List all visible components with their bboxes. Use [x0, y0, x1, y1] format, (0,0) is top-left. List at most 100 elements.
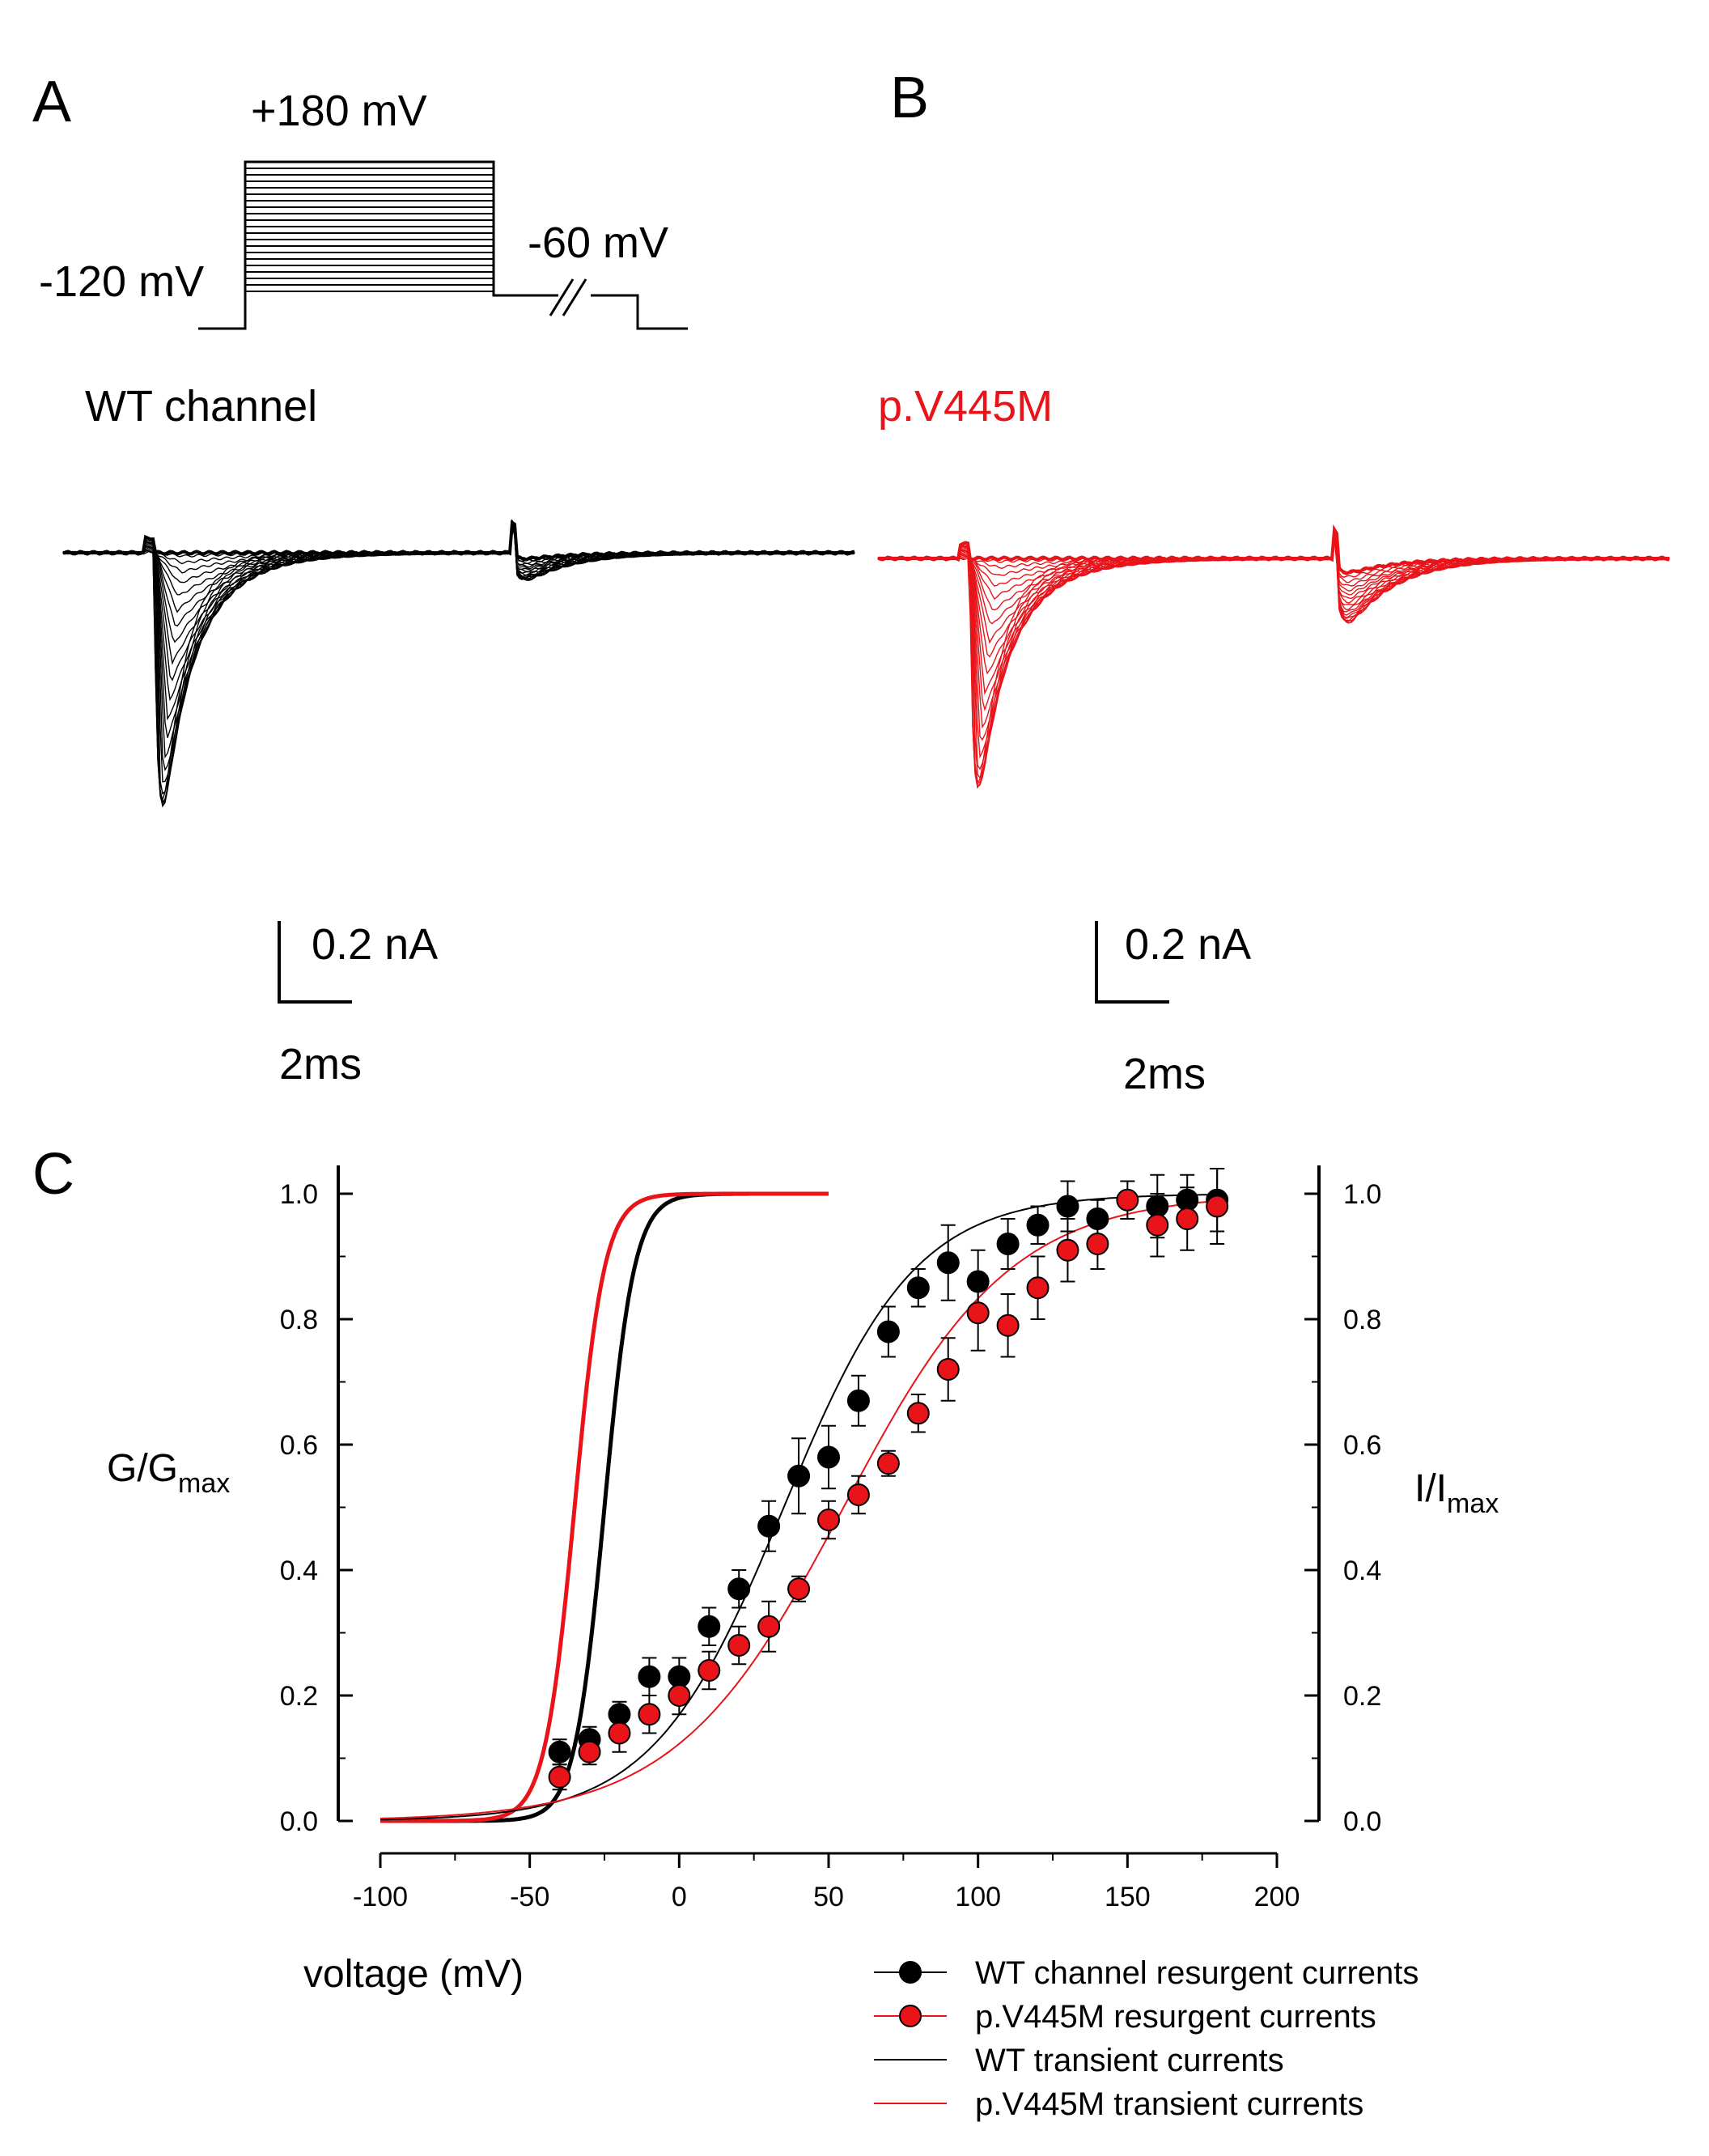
chart-points: [548, 1168, 1229, 1791]
current-trace: [877, 535, 1670, 613]
data-point: [1056, 1238, 1079, 1262]
axis-break-mark: [549, 278, 575, 316]
chart-axes: -100 -50 0 50 100 150 200 0.0 0.0 0.2 0.2 0.4 0.4 0.6…: [280, 1165, 1381, 1912]
mut-scale-bar: [1095, 921, 1169, 1004]
current-trace: [62, 520, 855, 807]
panel-label-c: C: [32, 1142, 74, 1207]
axis-break-mark: [562, 278, 587, 316]
y-tick-label: 1.0: [280, 1179, 318, 1210]
current-trace: [62, 521, 855, 568]
current-trace: [877, 528, 1670, 787]
wt-scale-current: 0.2 nA: [312, 920, 438, 969]
current-trace: [62, 523, 855, 759]
data-point: [846, 1389, 870, 1412]
data-point: [1206, 1195, 1229, 1218]
x-tick-label: 100: [955, 1882, 1001, 1912]
current-trace: [877, 534, 1670, 741]
legend-label: WT transient currents: [975, 2043, 1284, 2078]
data-point: [936, 1358, 960, 1381]
legend-marker: [899, 2005, 922, 2027]
legend-label: p.V445M transient currents: [975, 2086, 1363, 2122]
data-point: [548, 1740, 571, 1763]
protocol-hold-label: -120 mV: [39, 257, 204, 306]
current-trace: [877, 536, 1670, 712]
current-trace: [62, 524, 855, 596]
y-axis-label-left: G/Gmax: [107, 1447, 230, 1499]
x-tick-label: 150: [1105, 1882, 1151, 1912]
current-trace: [62, 521, 855, 808]
y-tick-label-right: 0.2: [1343, 1681, 1381, 1712]
x-tick-label: 0: [672, 1882, 687, 1912]
data-point: [1026, 1276, 1050, 1300]
wt-scale-time: 2ms: [279, 1040, 362, 1089]
data-point: [548, 1765, 571, 1789]
current-trace: [877, 524, 1670, 575]
data-point: [757, 1615, 781, 1638]
current-trace: [62, 525, 855, 627]
mut-scale-current: 0.2 nA: [1125, 920, 1251, 969]
wt-trace-title: WT channel: [85, 382, 317, 431]
y-tick-label-right: 0.0: [1343, 1806, 1381, 1837]
data-point: [966, 1301, 990, 1325]
mut-trace-title: p.V445M: [878, 382, 1053, 431]
transient-curve: [380, 1191, 829, 1823]
current-trace: [62, 519, 855, 783]
protocol-tail: [591, 294, 688, 330]
x-tick-label: 200: [1254, 1882, 1300, 1912]
current-trace: [62, 520, 855, 565]
data-point: [846, 1483, 870, 1506]
data-point: [936, 1251, 960, 1275]
current-trace: [877, 528, 1670, 787]
current-trace: [877, 527, 1670, 789]
y-tick-label-right: 0.8: [1343, 1305, 1381, 1335]
voltage-protocol: [198, 160, 688, 330]
current-trace: [62, 525, 855, 613]
current-trace: [62, 522, 855, 574]
mut-scale-time: 2ms: [1123, 1050, 1206, 1098]
legend-label: WT channel resurgent currents: [975, 1955, 1419, 1991]
protocol-outline: [198, 160, 558, 330]
panel-label-b: B: [890, 66, 929, 130]
current-trace: [877, 537, 1670, 619]
data-point: [1086, 1233, 1109, 1255]
data-point: [638, 1665, 661, 1688]
data-point: [817, 1445, 840, 1469]
data-point: [996, 1314, 1020, 1337]
data-point: [727, 1634, 751, 1657]
data-point: [996, 1233, 1020, 1255]
data-point: [876, 1452, 900, 1475]
legend-marker: [899, 1961, 922, 1984]
data-point: [638, 1703, 661, 1726]
data-point: [1056, 1195, 1079, 1218]
x-axis-label: voltage (mV): [303, 1953, 524, 1996]
data-point: [787, 1464, 811, 1488]
x-tick-label: -50: [510, 1882, 549, 1912]
y-tick-label: 0.2: [280, 1681, 318, 1712]
current-trace: [62, 524, 855, 681]
transient-curve: [380, 1191, 829, 1823]
wt-scale-bar: [278, 921, 352, 1004]
y-tick-label: 0.4: [280, 1555, 318, 1586]
data-point: [698, 1659, 721, 1682]
activation-chart: -100 -50 0 50 100 150 200 0.0 0.0 0.2 0.2 0.4 0.4 0.6…: [280, 1165, 1381, 1912]
chart-legend: WT channel resurgent currents p.V445M res…: [874, 1955, 1419, 2122]
y-tick-label-right: 0.4: [1343, 1555, 1381, 1586]
data-point: [698, 1615, 721, 1638]
data-point: [1026, 1213, 1050, 1237]
y-tick-label: 0.6: [280, 1430, 318, 1461]
data-point: [906, 1402, 930, 1425]
y-tick-label-right: 0.6: [1343, 1430, 1381, 1461]
data-point: [817, 1509, 840, 1531]
data-point: [1176, 1207, 1199, 1230]
mut-current-traces: [877, 524, 1670, 789]
y-tick-label: 0.8: [280, 1305, 318, 1335]
current-trace: [62, 521, 855, 804]
current-trace: [62, 519, 855, 801]
data-point: [578, 1740, 601, 1763]
panel-label-a: A: [32, 70, 71, 134]
legend-label: p.V445M resurgent currents: [975, 1999, 1376, 2035]
protocol-step-label: +180 mV: [251, 87, 427, 135]
data-point: [906, 1276, 930, 1300]
data-point: [727, 1577, 751, 1601]
